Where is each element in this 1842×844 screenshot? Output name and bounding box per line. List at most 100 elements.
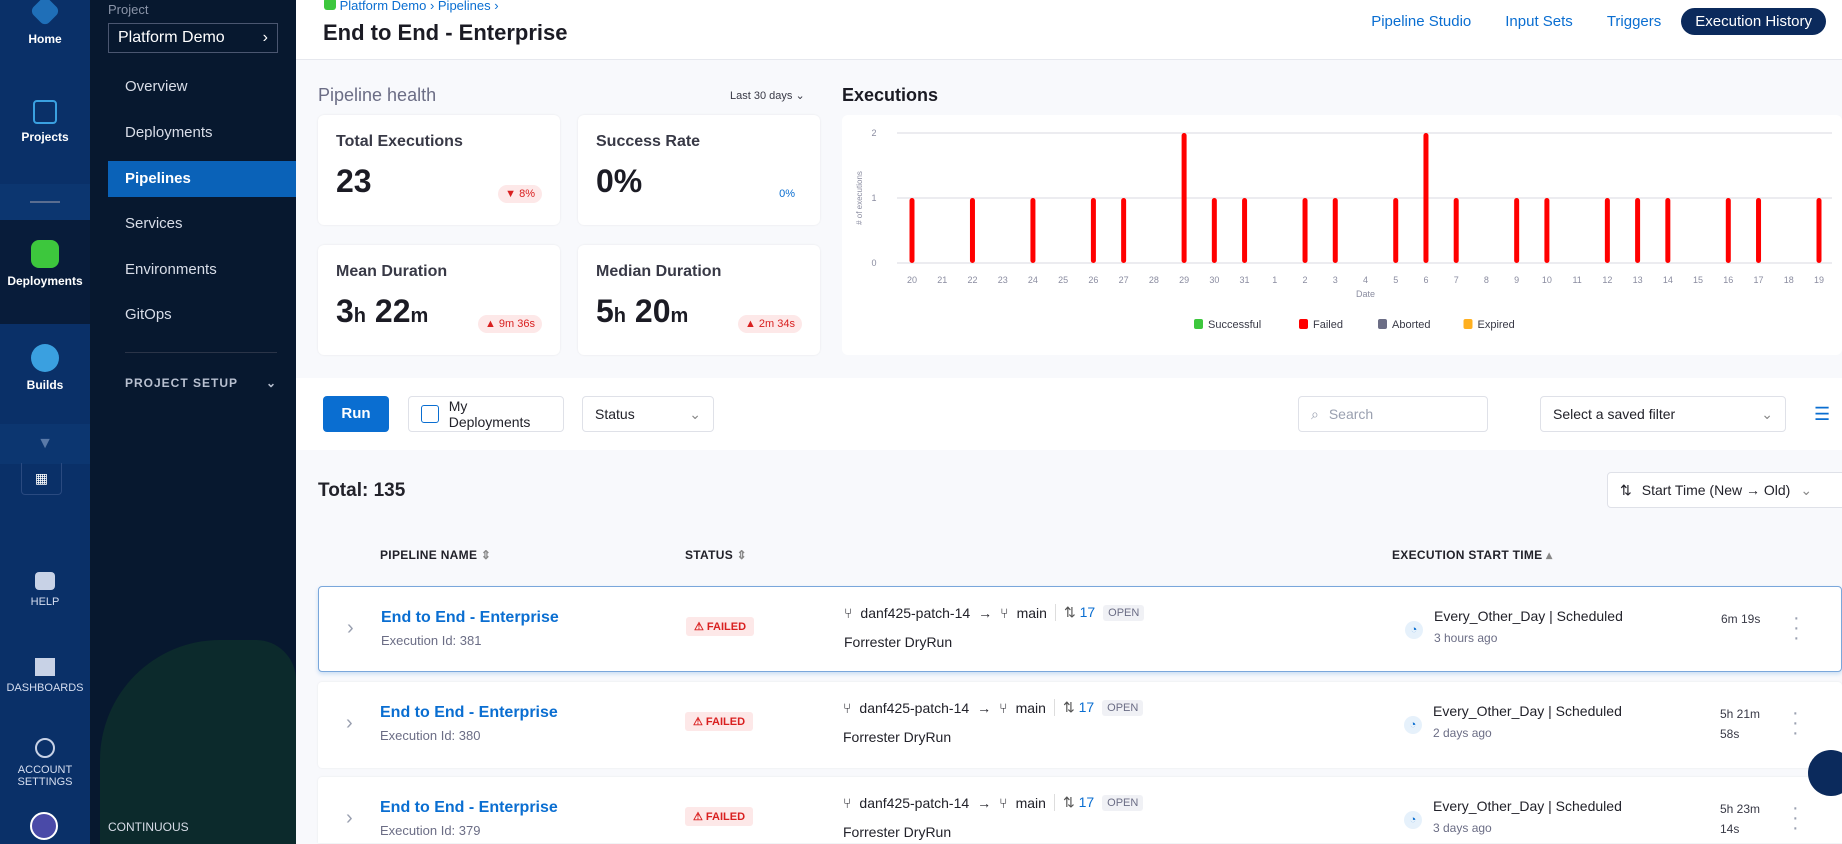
x-tick-label: 9 <box>1514 275 1519 285</box>
execution-id: Execution Id: 380 <box>380 728 481 743</box>
rail-home[interactable]: Home <box>0 0 90 46</box>
legend-swatch <box>1378 319 1387 329</box>
rail-account-settings[interactable]: ACCOUNT SETTINGS <box>0 738 90 788</box>
sidebar-item-overview[interactable]: Overview <box>125 78 188 95</box>
mean-duration-card: Mean Duration 3h 22m ▲ 9m 36s <box>318 245 560 355</box>
pull-request-icon: ⇅ <box>1063 604 1076 620</box>
tab-triggers[interactable]: Triggers <box>1606 13 1662 30</box>
bar-failed <box>1544 198 1550 263</box>
sidebar-item-environments[interactable]: Environments <box>125 261 217 278</box>
avatar[interactable] <box>30 812 58 840</box>
expand-chevron-icon[interactable]: › <box>346 807 353 829</box>
x-tick-label: 12 <box>1602 275 1612 285</box>
project-selector[interactable]: Platform Demo › <box>108 23 278 53</box>
sidebar-item-pipelines[interactable]: Pipelines <box>108 161 296 197</box>
x-tick-label: 11 <box>1572 275 1581 285</box>
execution-row[interactable]: › End to End - Enterprise Execution Id: … <box>318 682 1842 768</box>
legend-label: Failed <box>1313 319 1343 331</box>
bar-failed <box>909 198 915 263</box>
branch-icon: ⑂ <box>843 699 852 716</box>
x-tick-label: 24 <box>1028 275 1038 285</box>
pr-state-badge: OPEN <box>1102 794 1144 811</box>
saved-filter-dropdown[interactable]: Select a saved filter ⌄ <box>1540 396 1786 432</box>
help-icon <box>35 572 55 590</box>
sort-dropdown[interactable]: ⇅ Start Time (New → Old) ⌄ <box>1607 472 1842 508</box>
pipeline-name-link[interactable]: End to End - Enterprise <box>381 609 559 626</box>
rail-builds[interactable]: Builds <box>0 344 90 392</box>
x-tick-label: 22 <box>967 275 977 285</box>
pipeline-name-link[interactable]: End to End - Enterprise <box>380 799 558 816</box>
rail-projects[interactable]: Projects <box>0 100 90 144</box>
execution-row[interactable]: › End to End - Enterprise Execution Id: … <box>318 777 1842 843</box>
x-tick-label: 28 <box>1149 275 1159 285</box>
median-duration-card: Median Duration 5h 20m ▲ 2m 34s <box>578 245 820 355</box>
project-setup-toggle[interactable]: PROJECT SETUP ⌄ <box>125 376 277 390</box>
legend-swatch <box>1463 319 1473 329</box>
x-tick-label: 26 <box>1088 275 1098 285</box>
execution-description: Forrester DryRun <box>843 824 952 840</box>
x-tick-label: 31 <box>1240 275 1250 285</box>
total-count: Total: 135 <box>318 480 406 501</box>
more-options-icon[interactable]: · · · <box>1792 797 1799 839</box>
help-chat-button[interactable] <box>1808 750 1842 796</box>
legend-swatch <box>1299 319 1308 329</box>
col-start-time[interactable]: EXECUTION START TIME ▴ <box>1392 548 1553 562</box>
expand-chevron-icon[interactable]: › <box>346 712 353 734</box>
filter-settings-icon[interactable]: ☰ <box>1814 404 1831 424</box>
rail-help[interactable]: HELP <box>0 572 90 608</box>
divider <box>125 352 277 353</box>
x-tick-label: 16 <box>1723 275 1733 285</box>
tab-input-sets[interactable]: Input Sets <box>1505 13 1573 30</box>
col-pipeline-name[interactable]: PIPELINE NAME ⇕ <box>380 548 492 562</box>
x-tick-label: 27 <box>1119 275 1129 285</box>
bar-failed <box>969 198 975 263</box>
x-tick-label: 29 <box>1179 275 1189 285</box>
bar-failed <box>1302 198 1308 263</box>
search-input[interactable]: ⌕ Search <box>1298 396 1488 432</box>
more-options-icon[interactable]: · · · <box>1793 607 1800 649</box>
arrow-right-icon: → <box>978 604 993 621</box>
sort-icon: ⇕ <box>480 548 492 562</box>
breadcrumb-pipelines[interactable]: Pipelines <box>437 0 491 13</box>
y-axis-label: # of executions <box>855 171 864 225</box>
breadcrumb-project[interactable]: Platform Demo <box>339 0 427 13</box>
pr-link[interactable]: ⇅ 17 <box>1054 604 1095 621</box>
pr-link[interactable]: ⇅ 17 <box>1053 794 1094 811</box>
execution-row[interactable]: › End to End - Enterprise Execution Id: … <box>318 586 1842 672</box>
sidebar-item-deployments[interactable]: Deployments <box>125 124 213 141</box>
sidebar-item-services[interactable]: Services <box>125 215 183 232</box>
col-status[interactable]: STATUS ⇕ <box>685 548 748 562</box>
rail-deployments[interactable]: Deployments <box>0 220 90 324</box>
rail-dashboards[interactable]: DASHBOARDS <box>0 658 90 694</box>
more-options-icon[interactable]: · · · <box>1792 702 1799 744</box>
pr-state-badge: OPEN <box>1102 699 1144 716</box>
pipeline-name-link[interactable]: End to End - Enterprise <box>380 704 558 721</box>
executions-title: Executions <box>842 85 939 105</box>
run-button[interactable]: Run <box>323 396 389 432</box>
page-header: Platform Demo › Pipelines › End to End -… <box>296 0 1842 60</box>
bar-failed <box>1090 198 1096 263</box>
total-executions-card: Total Executions 23 ▼ 8% <box>318 115 560 225</box>
time-ago: 3 days ago <box>1433 821 1492 835</box>
expand-chevron-icon[interactable]: › <box>347 617 354 639</box>
sidebar-item-gitops[interactable]: GitOps <box>125 306 172 323</box>
chevron-down-icon: ⌄ <box>1761 405 1773 422</box>
apps-grid-button[interactable]: ▦ <box>21 463 62 495</box>
rail-expand-button[interactable]: ▼ <box>0 424 90 464</box>
bar-failed <box>1453 198 1459 263</box>
bar-failed <box>1665 198 1671 263</box>
bar-failed <box>1725 198 1731 263</box>
status-dropdown[interactable]: Status ⌄ <box>582 396 714 432</box>
my-deployments-checkbox[interactable]: My Deployments <box>408 396 564 432</box>
trigger-icon: ◔ <box>1404 811 1422 829</box>
pr-link[interactable]: ⇅ 17 <box>1053 699 1094 716</box>
home-icon <box>29 0 61 27</box>
duration: 5h 21m 58s <box>1720 707 1761 741</box>
range-dropdown[interactable]: Last 30 days ⌄ <box>730 90 805 102</box>
tab-pipeline-studio[interactable]: Pipeline Studio <box>1371 13 1472 30</box>
arrow-right-icon: → <box>977 794 992 811</box>
tab-execution-history[interactable]: Execution History <box>1681 8 1826 35</box>
x-tick-label: 2 <box>1303 275 1308 285</box>
execution-id: Execution Id: 381 <box>381 633 482 648</box>
